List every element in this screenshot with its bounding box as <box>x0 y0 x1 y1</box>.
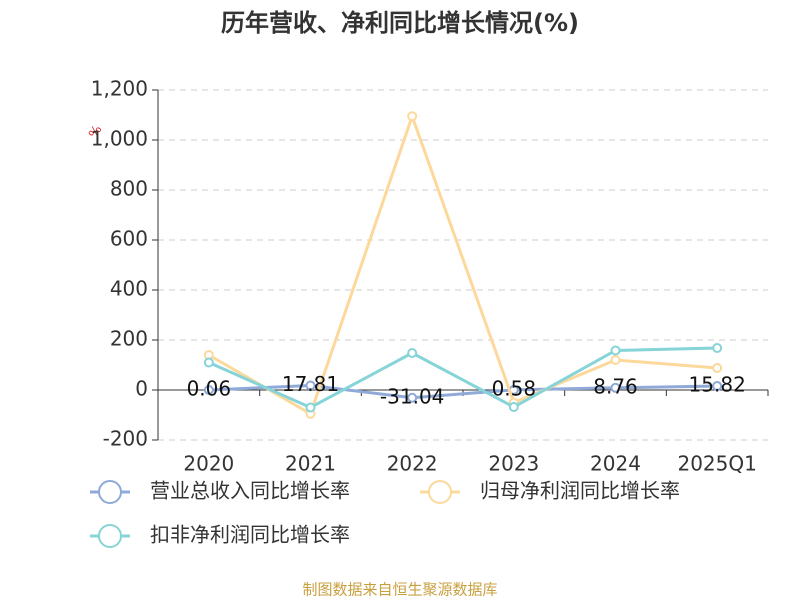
data-label: 15.82 <box>689 373 746 397</box>
point <box>712 381 723 392</box>
point <box>610 382 621 393</box>
point <box>508 402 519 412</box>
data-label: 0.06 <box>187 376 232 400</box>
series-line <box>208 111 718 416</box>
data-label: 0.58 <box>492 376 537 400</box>
point <box>305 380 316 391</box>
legend-marker <box>98 524 122 548</box>
y-tick-label: 200 <box>110 327 148 351</box>
point <box>610 355 621 365</box>
series-line <box>208 384 718 400</box>
point <box>305 402 316 413</box>
legend-label: 营业总收入同比增长率 <box>150 479 350 503</box>
data-label: 8.76 <box>593 374 638 398</box>
legend-marker <box>98 480 122 504</box>
legend-marker <box>428 480 452 504</box>
point <box>203 357 214 368</box>
x-tick-label: 2021 <box>285 452 336 476</box>
x-tick-label: 2022 <box>387 452 438 476</box>
x-tick-label: 2020 <box>183 452 234 476</box>
x-tick-label: 2025Q1 <box>677 452 756 476</box>
y-tick-label: -200 <box>103 427 148 451</box>
chart-title: 历年营收、净利同比增长情况(%) <box>221 9 579 37</box>
legend-label: 归母净利润同比增长率 <box>480 479 680 503</box>
y-tick-label: 600 <box>110 227 148 251</box>
point <box>610 345 621 356</box>
point <box>407 392 418 403</box>
point <box>712 343 723 353</box>
y-tick-label: 1,000 <box>91 127 148 151</box>
y-tick-label: 1,200 <box>91 77 148 101</box>
source: 制图数据来自恒生聚源数据库 <box>302 581 497 599</box>
series-line <box>208 346 718 410</box>
point <box>203 384 214 395</box>
data-label: -31.04 <box>380 384 444 408</box>
legend-label: 扣非净利润同比增长率 <box>150 523 350 547</box>
y-tick-label: 800 <box>110 177 148 201</box>
y-tick-label: 0 <box>135 377 148 401</box>
point <box>407 348 418 358</box>
x-tick-label: 2024 <box>590 452 641 476</box>
y-tick-label: 400 <box>110 277 148 301</box>
point <box>712 363 723 373</box>
x-tick-label: 2023 <box>488 452 539 476</box>
data-label: 17.81 <box>282 372 339 396</box>
point <box>407 111 418 122</box>
